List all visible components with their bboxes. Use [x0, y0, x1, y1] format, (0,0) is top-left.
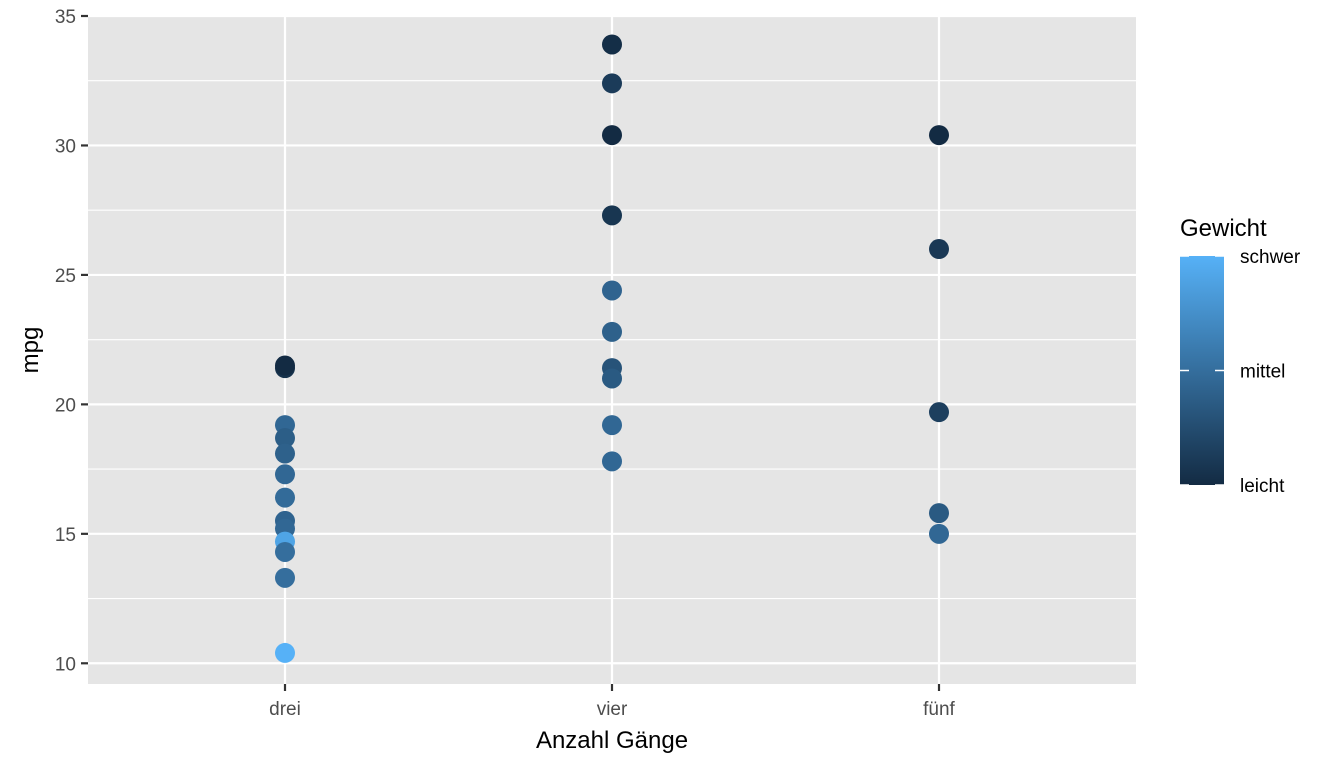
scatter-point	[275, 428, 295, 449]
y-tick-label: 30	[55, 136, 76, 157]
scatter-point	[929, 402, 949, 423]
scatter-point	[602, 205, 622, 226]
scatter-point	[275, 487, 295, 508]
y-tick-label: 10	[55, 654, 76, 675]
scatter-point	[602, 125, 622, 146]
scatter-point	[275, 567, 295, 588]
y-tick-label: 15	[55, 525, 76, 546]
scatter-point	[929, 523, 949, 544]
scatter-point	[275, 464, 295, 485]
x-axis-title: Anzahl Gänge	[536, 727, 688, 754]
y-axis: 10 15 20 25 30 35	[55, 7, 88, 675]
y-tick-label: 25	[55, 266, 76, 287]
x-tick-label: drei	[269, 699, 301, 720]
scatter-point	[929, 125, 949, 146]
x-tick-label: vier	[597, 699, 628, 720]
scatter-point	[602, 368, 622, 389]
y-tick-label: 20	[55, 395, 76, 416]
y-axis-title: mpg	[17, 327, 44, 374]
scatter-point	[929, 503, 949, 524]
legend-label: schwer	[1240, 247, 1301, 268]
scatter-point	[602, 34, 622, 55]
scatter-point	[602, 415, 622, 436]
scatter-point	[275, 443, 295, 464]
legend-label: leicht	[1240, 476, 1285, 497]
scatter-point	[275, 642, 295, 663]
scatter-point	[602, 451, 622, 472]
scatter-point	[602, 73, 622, 94]
scatter-point	[275, 355, 295, 376]
legend-ticks: schwer mittel leicht	[1180, 247, 1301, 497]
x-tick-label: fünf	[923, 699, 955, 720]
scatter-point	[602, 321, 622, 342]
major-gridlines	[88, 14, 1136, 684]
legend: Gewicht schwer mittel leicht	[1180, 215, 1301, 497]
legend-label: mittel	[1240, 362, 1285, 383]
data-points	[275, 34, 949, 663]
legend-title: Gewicht	[1180, 215, 1267, 242]
scatter-point	[275, 541, 295, 562]
y-tick-label: 35	[55, 7, 76, 28]
scatter-point	[602, 280, 622, 301]
x-axis: drei vier fünf	[269, 684, 956, 720]
scatter-point	[929, 239, 949, 260]
